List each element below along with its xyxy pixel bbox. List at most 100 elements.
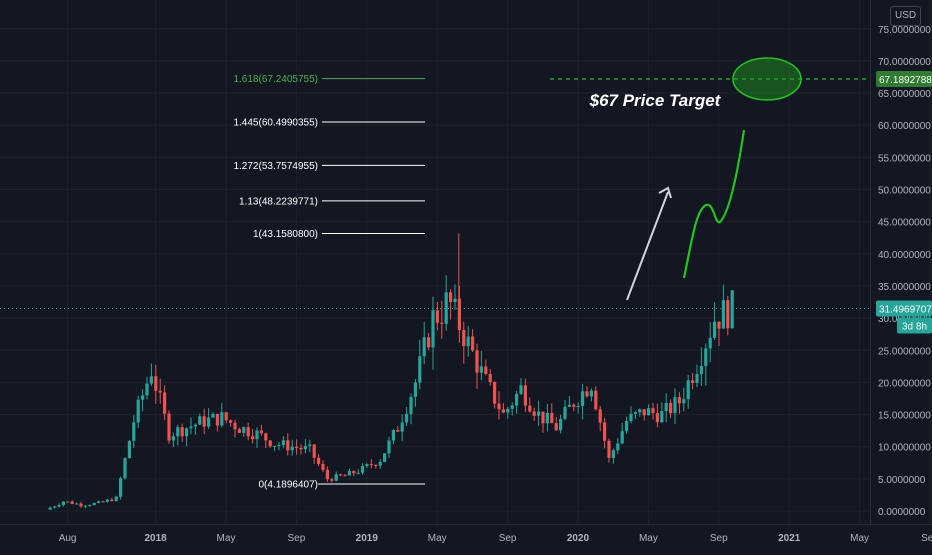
candle-body (154, 376, 158, 391)
candle-body (229, 420, 233, 423)
candle-body (75, 503, 79, 505)
currency-button[interactable]: USD (890, 6, 922, 26)
annotations: $67 Price Target (0, 57, 870, 309)
fib-level-label: 1.13(48.2239771) (239, 196, 318, 207)
candle-body (603, 422, 607, 441)
candle-body (127, 440, 131, 459)
candle-body (273, 445, 277, 447)
y-tick-label: 65.0000000 (878, 89, 931, 100)
candle-body (611, 450, 615, 458)
target-ellipse[interactable] (732, 57, 802, 101)
candle-body (699, 366, 703, 375)
candle-body (647, 408, 651, 416)
candle-body (726, 300, 730, 329)
candle-body (123, 458, 127, 479)
candle-body (651, 408, 655, 413)
candle-body (625, 421, 629, 432)
candle-body (475, 350, 479, 373)
candle-body (418, 356, 422, 383)
candle-body (158, 390, 162, 393)
candle-body (673, 397, 677, 414)
fibonacci-levels: 0(4.1896407) 1(43.1580800) 1.13(48.2239771… (233, 74, 425, 491)
candle-body (457, 298, 461, 331)
candle-body (638, 409, 642, 413)
y-tick-label: 20.0000000 (878, 378, 931, 389)
candle-body (198, 416, 202, 425)
candle-body (387, 440, 391, 454)
candle-body (541, 411, 545, 424)
x-tick-label: May (639, 533, 658, 544)
candle-body (572, 404, 576, 407)
candle-body (132, 422, 136, 441)
candle-body (444, 292, 448, 324)
candle-body (114, 496, 118, 502)
candle-body (515, 393, 519, 406)
price-target-annotation[interactable]: $67 Price Target (589, 91, 722, 110)
x-tick-label: 2018 (144, 533, 167, 544)
candle-body (431, 310, 435, 348)
candle-body (616, 443, 620, 451)
candle-body (405, 413, 409, 423)
candle-body (677, 397, 681, 404)
candle-body (237, 429, 241, 433)
projection-path[interactable] (682, 129, 746, 279)
candle-body (61, 501, 65, 506)
candle-body (537, 411, 541, 416)
candle-body (620, 431, 624, 444)
candle-body (66, 501, 70, 503)
candle-body (48, 507, 52, 510)
fib-level-label: 1.272(53.7574955) (233, 161, 318, 172)
candle-body (383, 453, 387, 462)
candle-body (242, 427, 246, 433)
x-tick-label: Sep (288, 533, 306, 544)
candle-body (519, 385, 523, 394)
candle-body (308, 444, 312, 446)
candle-body (708, 337, 712, 349)
candle-body (607, 440, 611, 458)
candle-body (510, 405, 514, 409)
candle-body (501, 409, 505, 413)
trend-arrow[interactable] (626, 191, 669, 301)
candle-body (149, 376, 153, 384)
candle-body (334, 474, 338, 481)
candle-body (176, 427, 180, 437)
candle-body (317, 457, 321, 464)
y-tick-label: 0.0000000 (878, 507, 926, 518)
candle-body (581, 391, 585, 406)
candle-body (220, 412, 224, 426)
candle-body (409, 396, 413, 414)
candle-body (730, 290, 734, 329)
candle-body (286, 440, 290, 451)
candle-body (325, 469, 329, 480)
candle-body (339, 474, 343, 476)
candle-body (704, 348, 708, 367)
candle-body (400, 422, 404, 432)
candle-body (255, 430, 259, 440)
y-tick-label: 15.0000000 (878, 411, 931, 422)
candle-body (488, 373, 492, 383)
candle-body (189, 426, 193, 429)
candles (48, 233, 734, 510)
y-tick-label: 75.0000000 (878, 25, 931, 36)
candle-body (264, 433, 268, 441)
y-tick-label: 50.0000000 (878, 186, 931, 197)
candle-body (550, 412, 554, 424)
candle-body (633, 412, 637, 414)
candle-body (57, 505, 61, 507)
candle-body (479, 366, 483, 373)
y-tick-label: 5.0000000 (878, 475, 926, 486)
candle-body (92, 502, 96, 506)
y-tick-label: 70.0000000 (878, 57, 931, 68)
candle-body (523, 385, 527, 406)
candle-body (141, 395, 145, 400)
y-tick-label: 35.0000000 (878, 282, 931, 293)
candle-body (303, 445, 307, 450)
y-tick-label: 40.0000000 (878, 250, 931, 261)
candle-body (642, 409, 646, 416)
fib-level-label: 1.445(60.4990355) (233, 117, 318, 128)
candle-body (721, 300, 725, 329)
x-tick-label: Sep (499, 533, 517, 544)
